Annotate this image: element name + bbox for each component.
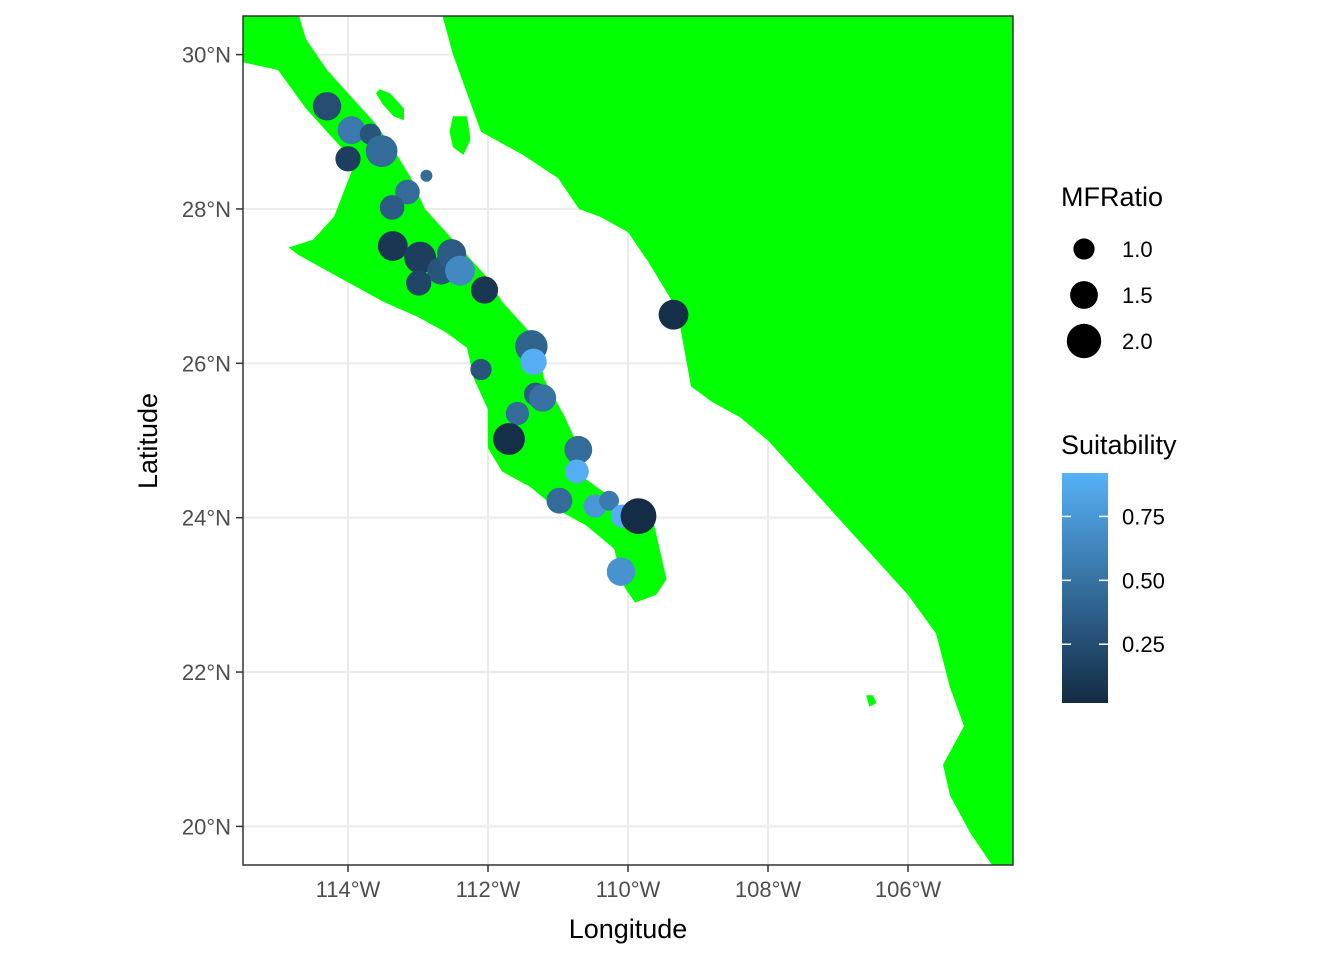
x-tick-label: 114°W (316, 877, 381, 902)
y-tick-label: 26°N (182, 351, 231, 376)
data-point (659, 300, 689, 330)
size-legend-label: 1.0 (1122, 237, 1153, 262)
x-tick-label: 106°W (875, 877, 942, 902)
color-legend: Suitability 0.25 0.50 0.75 (1061, 430, 1177, 703)
data-point (470, 359, 491, 380)
data-point (564, 436, 592, 464)
colorbar-label: 0.25 (1122, 632, 1165, 657)
data-point (529, 384, 556, 411)
y-axis-title: Latitude (133, 393, 163, 489)
x-tick-label: 110°W (596, 877, 661, 902)
data-point (380, 195, 405, 220)
colorbar-label: 0.50 (1122, 568, 1165, 593)
y-tick-label: 24°N (182, 506, 231, 531)
colorbar-label: 0.75 (1122, 504, 1165, 529)
size-legend-label: 1.5 (1122, 283, 1153, 308)
size-legend-key (1067, 324, 1101, 358)
data-point (607, 558, 635, 586)
size-legend-key (1070, 281, 1098, 309)
data-point (471, 276, 498, 303)
color-legend-title: Suitability (1061, 430, 1177, 460)
data-point (547, 488, 573, 514)
size-legend-label: 2.0 (1122, 329, 1153, 354)
data-point (445, 256, 475, 286)
data-point (565, 460, 589, 484)
data-point (406, 270, 431, 295)
data-point (335, 146, 360, 171)
y-tick-label: 30°N (182, 43, 231, 68)
y-tick-label: 20°N (182, 814, 231, 839)
data-point (506, 402, 529, 425)
x-tick-label: 108°W (735, 877, 802, 902)
data-point (493, 423, 525, 455)
data-point (621, 498, 657, 534)
data-point (313, 92, 341, 120)
y-tick-label: 22°N (182, 660, 231, 685)
size-legend: MFRatio 1.0 1.5 2.0 (1061, 182, 1163, 358)
data-point (520, 349, 546, 375)
x-axis-title: Longitude (569, 914, 688, 944)
data-point (366, 135, 398, 167)
size-legend-key (1073, 238, 1094, 259)
size-legend-title: MFRatio (1061, 182, 1163, 212)
x-tick-label: 112°W (456, 877, 521, 902)
colorbar (1062, 473, 1108, 703)
y-tick-label: 28°N (182, 197, 231, 222)
data-point (420, 170, 432, 182)
data-point (378, 231, 408, 261)
